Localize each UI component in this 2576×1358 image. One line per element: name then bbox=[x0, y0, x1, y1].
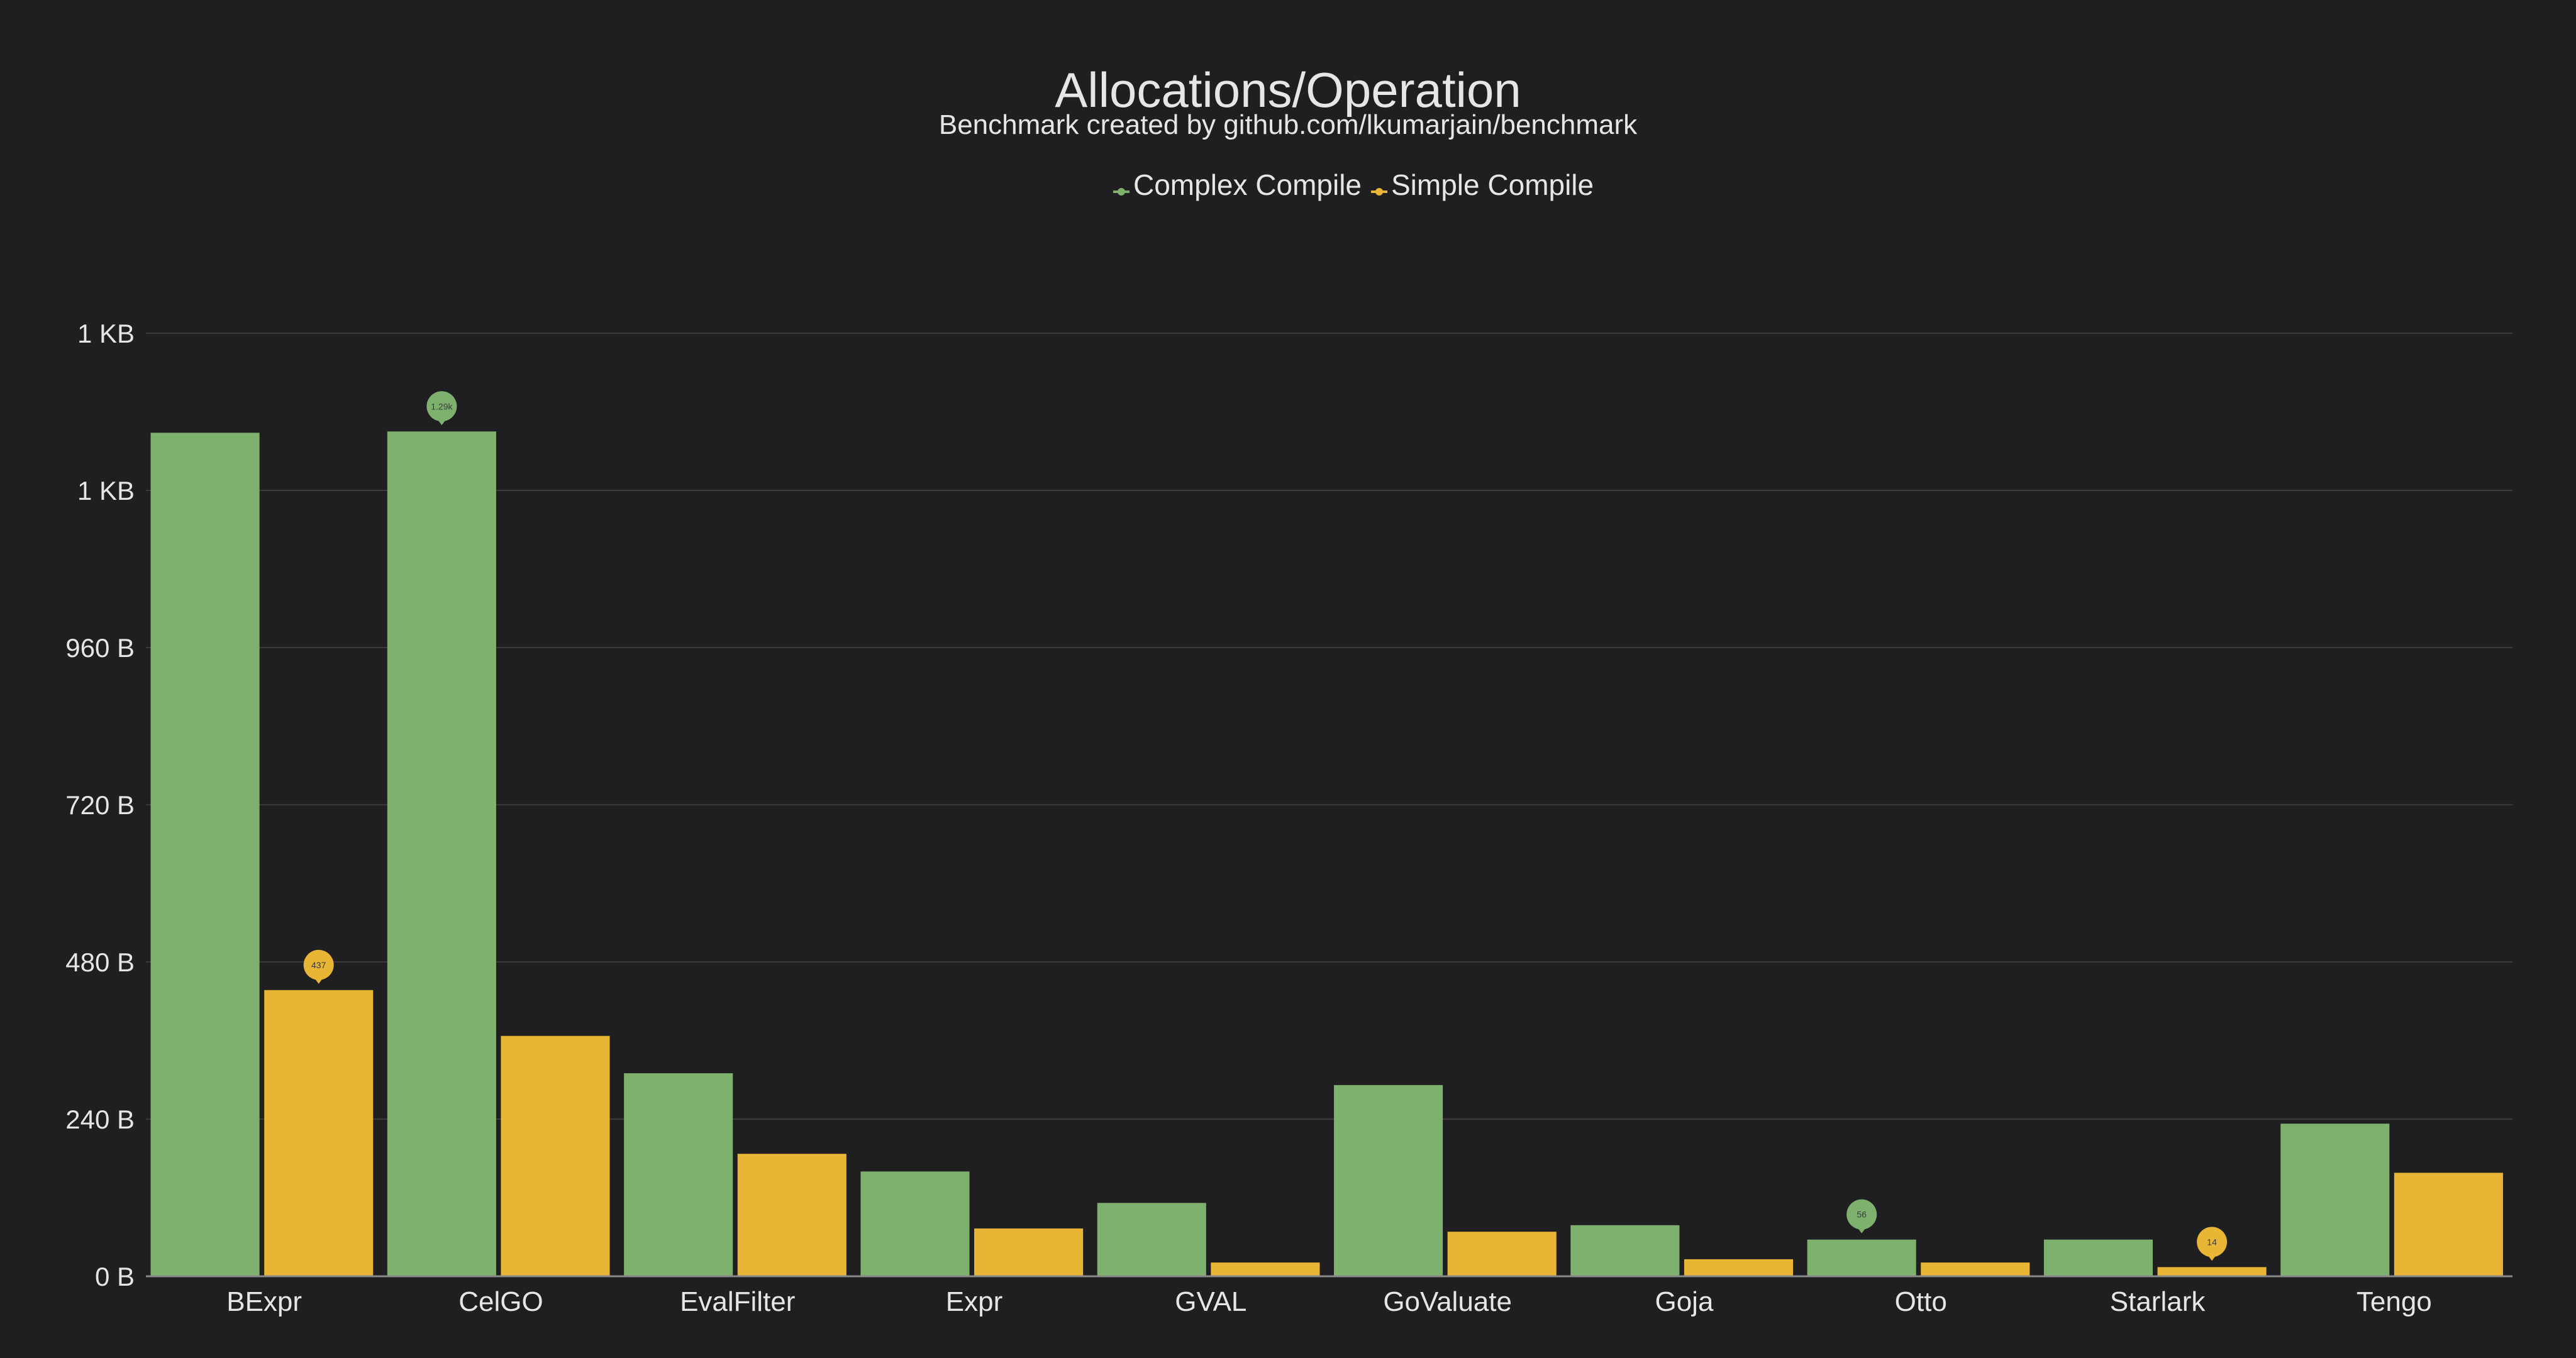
x-tick-label: EvalFilter bbox=[680, 1286, 795, 1317]
y-tick-label: 960 B bbox=[65, 633, 135, 663]
bar-bexpr-simple[interactable] bbox=[264, 990, 374, 1276]
legend[interactable]: Complex Compile Simple Compile bbox=[1113, 168, 1594, 201]
value-markers: 1.29k 437 56 14 bbox=[303, 391, 2228, 1261]
bar-govaluate-simple[interactable] bbox=[1447, 1232, 1557, 1276]
marker-pin-icon bbox=[303, 949, 334, 980]
legend-dot-icon bbox=[1118, 188, 1125, 196]
legend-item-simple-compile[interactable]: Simple Compile bbox=[1371, 168, 1594, 201]
x-tick-label: Starlark bbox=[2110, 1286, 2206, 1317]
x-tick-label: Goja bbox=[1655, 1286, 1713, 1317]
bar-tengo-simple[interactable] bbox=[2394, 1173, 2503, 1276]
value-marker[interactable]: 437 bbox=[303, 949, 334, 984]
value-marker[interactable]: 1.29k bbox=[426, 391, 457, 426]
bar-gval-simple[interactable] bbox=[1211, 1262, 1320, 1276]
marker-label: 437 bbox=[311, 960, 326, 970]
y-tick-label: 1 KB bbox=[77, 319, 135, 348]
x-tick-label: CelGO bbox=[458, 1286, 543, 1317]
bar-otto-complex[interactable] bbox=[1807, 1239, 1916, 1276]
value-marker[interactable]: 56 bbox=[1846, 1199, 1877, 1234]
bar-goja-complex[interactable] bbox=[1570, 1225, 1680, 1276]
y-axis-ticks: 0 B 240 B 480 B 720 B 960 B 1 KB 1 KB bbox=[65, 319, 135, 1291]
y-tick-label: 720 B bbox=[65, 790, 135, 820]
y-tick-label: 240 B bbox=[65, 1105, 135, 1134]
y-tick-label: 1 KB bbox=[77, 476, 135, 505]
grid bbox=[146, 333, 2512, 1120]
bar-starlark-complex[interactable] bbox=[2043, 1239, 2153, 1276]
marker-pin-icon bbox=[2197, 1227, 2228, 1257]
marker-label: 56 bbox=[1857, 1210, 1867, 1220]
x-tick-label: Tengo bbox=[2357, 1286, 2432, 1317]
marker-label: 14 bbox=[2207, 1237, 2217, 1247]
chart-subtitle: Benchmark created by github.com/lkumarja… bbox=[939, 109, 1638, 140]
marker-pin-icon bbox=[426, 391, 457, 422]
bar-expr-simple[interactable] bbox=[974, 1228, 1084, 1276]
bar-celgo-complex[interactable] bbox=[387, 431, 496, 1276]
bar-starlark-simple[interactable] bbox=[2157, 1267, 2267, 1276]
x-tick-label: Otto bbox=[1895, 1286, 1947, 1317]
legend-label: Complex Compile bbox=[1133, 168, 1362, 201]
bars bbox=[150, 431, 2503, 1277]
value-marker[interactable]: 14 bbox=[2197, 1227, 2228, 1261]
legend-label: Simple Compile bbox=[1391, 168, 1594, 201]
marker-pin-icon bbox=[1846, 1199, 1877, 1230]
x-tick-label: BExpr bbox=[226, 1286, 302, 1317]
legend-item-complex-compile[interactable]: Complex Compile bbox=[1113, 168, 1362, 201]
y-tick-label: 480 B bbox=[65, 947, 135, 977]
x-tick-label: GoValuate bbox=[1383, 1286, 1512, 1317]
bar-bexpr-complex[interactable] bbox=[150, 433, 260, 1277]
legend-dot-icon bbox=[1375, 188, 1383, 196]
x-tick-label: Expr bbox=[946, 1286, 1002, 1317]
bar-govaluate-complex[interactable] bbox=[1334, 1085, 1443, 1276]
bar-evalfilter-simple[interactable] bbox=[737, 1154, 847, 1276]
bar-goja-simple[interactable] bbox=[1684, 1259, 1794, 1276]
chart-title: Allocations/Operation bbox=[1055, 62, 1521, 118]
marker-label: 1.29k bbox=[431, 401, 453, 411]
bar-evalfilter-complex[interactable] bbox=[624, 1073, 733, 1276]
bar-gval-complex[interactable] bbox=[1097, 1203, 1206, 1276]
bar-otto-simple[interactable] bbox=[1921, 1262, 2030, 1276]
bar-expr-complex[interactable] bbox=[860, 1171, 970, 1276]
x-axis-ticks: BExpr CelGO EvalFilter Expr GVAL GoValuate Goj… bbox=[226, 1286, 2432, 1317]
bar-celgo-simple[interactable] bbox=[501, 1035, 610, 1276]
y-tick-label: 0 B bbox=[95, 1262, 135, 1291]
x-tick-label: GVAL bbox=[1175, 1286, 1246, 1317]
bar-tengo-complex[interactable] bbox=[2280, 1123, 2390, 1276]
